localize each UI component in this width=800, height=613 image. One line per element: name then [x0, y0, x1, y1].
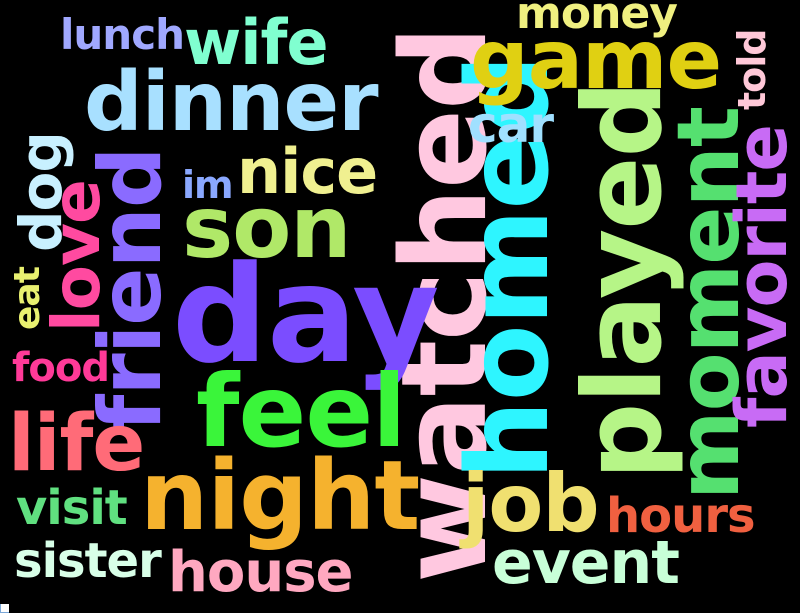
- word-wife: wife: [184, 6, 329, 79]
- word-feel: feel: [196, 353, 406, 470]
- word-car: car: [468, 96, 554, 154]
- word-day: day: [172, 237, 440, 393]
- word-life: life: [8, 399, 145, 489]
- word-lunch: lunch: [60, 10, 185, 59]
- word-visit: visit: [16, 480, 128, 536]
- word-son: son: [182, 178, 351, 278]
- word-food: food: [12, 345, 110, 391]
- word-dinner: dinner: [84, 55, 379, 150]
- word-event: event: [492, 528, 680, 598]
- word-house: house: [168, 540, 354, 605]
- word-hours: hours: [606, 488, 756, 544]
- word-job: job: [462, 457, 600, 550]
- word-money: money: [516, 0, 678, 39]
- word-told: told: [730, 29, 774, 111]
- resize-corner: [0, 604, 9, 613]
- word-night: night: [140, 440, 420, 552]
- word-im: im: [182, 163, 234, 207]
- word-eat: eat: [7, 267, 48, 330]
- word-game: game: [470, 13, 722, 108]
- word-dog: dog: [7, 132, 75, 252]
- word-sister: sister: [14, 533, 162, 589]
- word-nice: nice: [237, 135, 378, 208]
- word-favorite: favorite: [721, 125, 800, 428]
